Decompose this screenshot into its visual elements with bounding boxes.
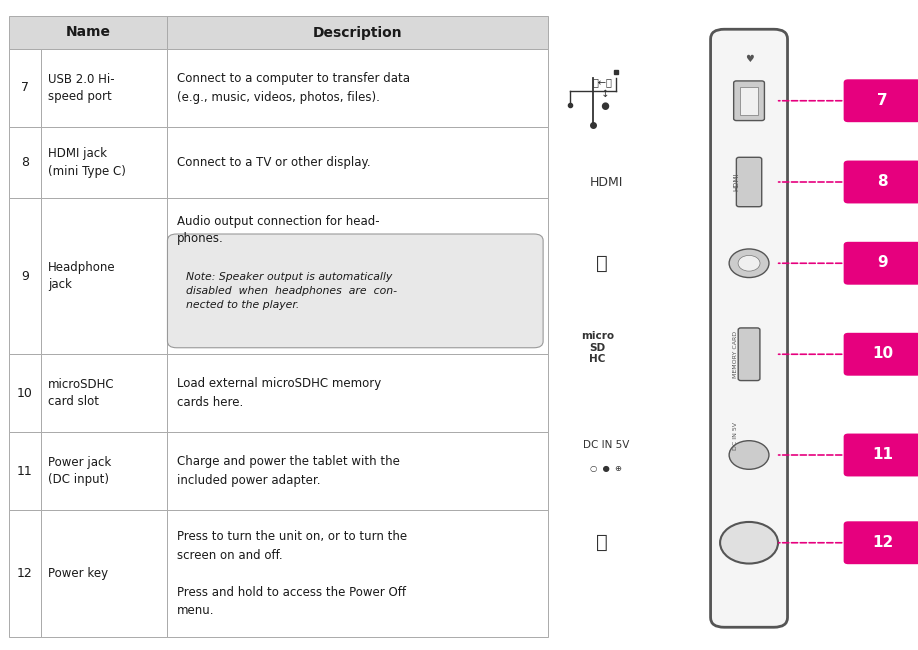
Text: MEMORY CARD: MEMORY CARD	[733, 331, 738, 378]
Text: DC IN 5V: DC IN 5V	[733, 421, 738, 450]
Text: DC IN 5V: DC IN 5V	[583, 440, 630, 450]
Text: Charge and power the tablet with the
included power adapter.: Charge and power the tablet with the inc…	[176, 456, 399, 487]
Text: microSDHC
card slot: microSDHC card slot	[48, 378, 115, 408]
FancyBboxPatch shape	[167, 234, 543, 348]
Text: Connect to a computer to transfer data
(e.g., music, videos, photos, files).: Connect to a computer to transfer data (…	[176, 72, 409, 103]
Text: Note: Speaker output is automatically
disabled  when  headphones  are  con-
nect: Note: Speaker output is automatically di…	[185, 272, 397, 310]
Text: ⬩←⬩
  ↕
  ●: ⬩←⬩ ↕ ●	[592, 77, 612, 111]
Text: micro
SD
HC: micro SD HC	[581, 331, 614, 365]
Text: ○  ●  ⊕: ○ ● ⊕	[590, 463, 622, 473]
Bar	[40, 198, 167, 354]
Text: ♥: ♥	[744, 53, 754, 64]
Text: 8: 8	[878, 174, 888, 189]
Bar	[9, 198, 40, 354]
Bar	[9, 49, 40, 127]
FancyBboxPatch shape	[738, 328, 760, 380]
FancyBboxPatch shape	[733, 81, 765, 121]
Bar	[167, 127, 548, 198]
Bar	[9, 510, 40, 637]
Text: 12: 12	[872, 534, 893, 550]
Bar	[9, 432, 40, 510]
FancyBboxPatch shape	[736, 157, 762, 207]
Text: 9: 9	[21, 270, 28, 283]
Bar	[167, 354, 548, 432]
Bar	[167, 16, 548, 49]
FancyBboxPatch shape	[844, 161, 918, 203]
Circle shape	[729, 441, 769, 469]
Bar	[9, 16, 167, 49]
Bar	[40, 432, 167, 510]
Text: 11: 11	[17, 465, 33, 478]
Bar	[740, 86, 758, 114]
FancyBboxPatch shape	[844, 79, 918, 122]
Circle shape	[729, 249, 769, 278]
FancyBboxPatch shape	[844, 434, 918, 476]
Text: Audio output connection for head-
phones.: Audio output connection for head- phones…	[176, 214, 379, 244]
Text: Headphone
jack: Headphone jack	[48, 261, 116, 291]
Bar	[40, 49, 167, 127]
Text: HDMI jack
(mini Type C): HDMI jack (mini Type C)	[48, 148, 126, 177]
Text: 8: 8	[21, 156, 28, 169]
Text: Power jack
(DC input): Power jack (DC input)	[48, 456, 111, 486]
Text: ⏻: ⏻	[596, 533, 608, 552]
FancyBboxPatch shape	[844, 242, 918, 285]
Bar	[40, 354, 167, 432]
Text: HDMI: HDMI	[589, 176, 623, 188]
Bar	[167, 510, 548, 637]
Circle shape	[738, 255, 760, 271]
FancyBboxPatch shape	[711, 29, 788, 627]
Text: HDMI: HDMI	[733, 173, 739, 191]
Bar	[40, 127, 167, 198]
Text: 10: 10	[17, 387, 33, 400]
Bar	[9, 127, 40, 198]
Bar	[167, 49, 548, 127]
Text: Connect to a TV or other display.: Connect to a TV or other display.	[176, 156, 370, 169]
FancyBboxPatch shape	[844, 521, 918, 564]
Bar	[9, 354, 40, 432]
Text: Power key: Power key	[48, 567, 108, 580]
Text: 10: 10	[872, 346, 893, 361]
Text: USB 2.0 Hi-
speed port: USB 2.0 Hi- speed port	[48, 73, 115, 103]
FancyBboxPatch shape	[844, 333, 918, 376]
Text: 11: 11	[872, 447, 893, 462]
Text: 7: 7	[21, 81, 28, 94]
Bar	[40, 510, 167, 637]
Text: Load external microSDHC memory
cards here.: Load external microSDHC memory cards her…	[176, 378, 381, 409]
Text: Press to turn the unit on, or to turn the
screen on and off.

Press and hold to : Press to turn the unit on, or to turn th…	[176, 530, 407, 617]
Text: 🎧: 🎧	[596, 254, 608, 273]
Text: Description: Description	[313, 25, 402, 40]
Bar	[167, 432, 548, 510]
Text: 7: 7	[878, 92, 888, 108]
Circle shape	[720, 522, 778, 564]
Bar	[167, 198, 548, 354]
Text: Name: Name	[66, 25, 111, 40]
Text: 9: 9	[878, 255, 888, 270]
Text: 12: 12	[17, 567, 33, 580]
